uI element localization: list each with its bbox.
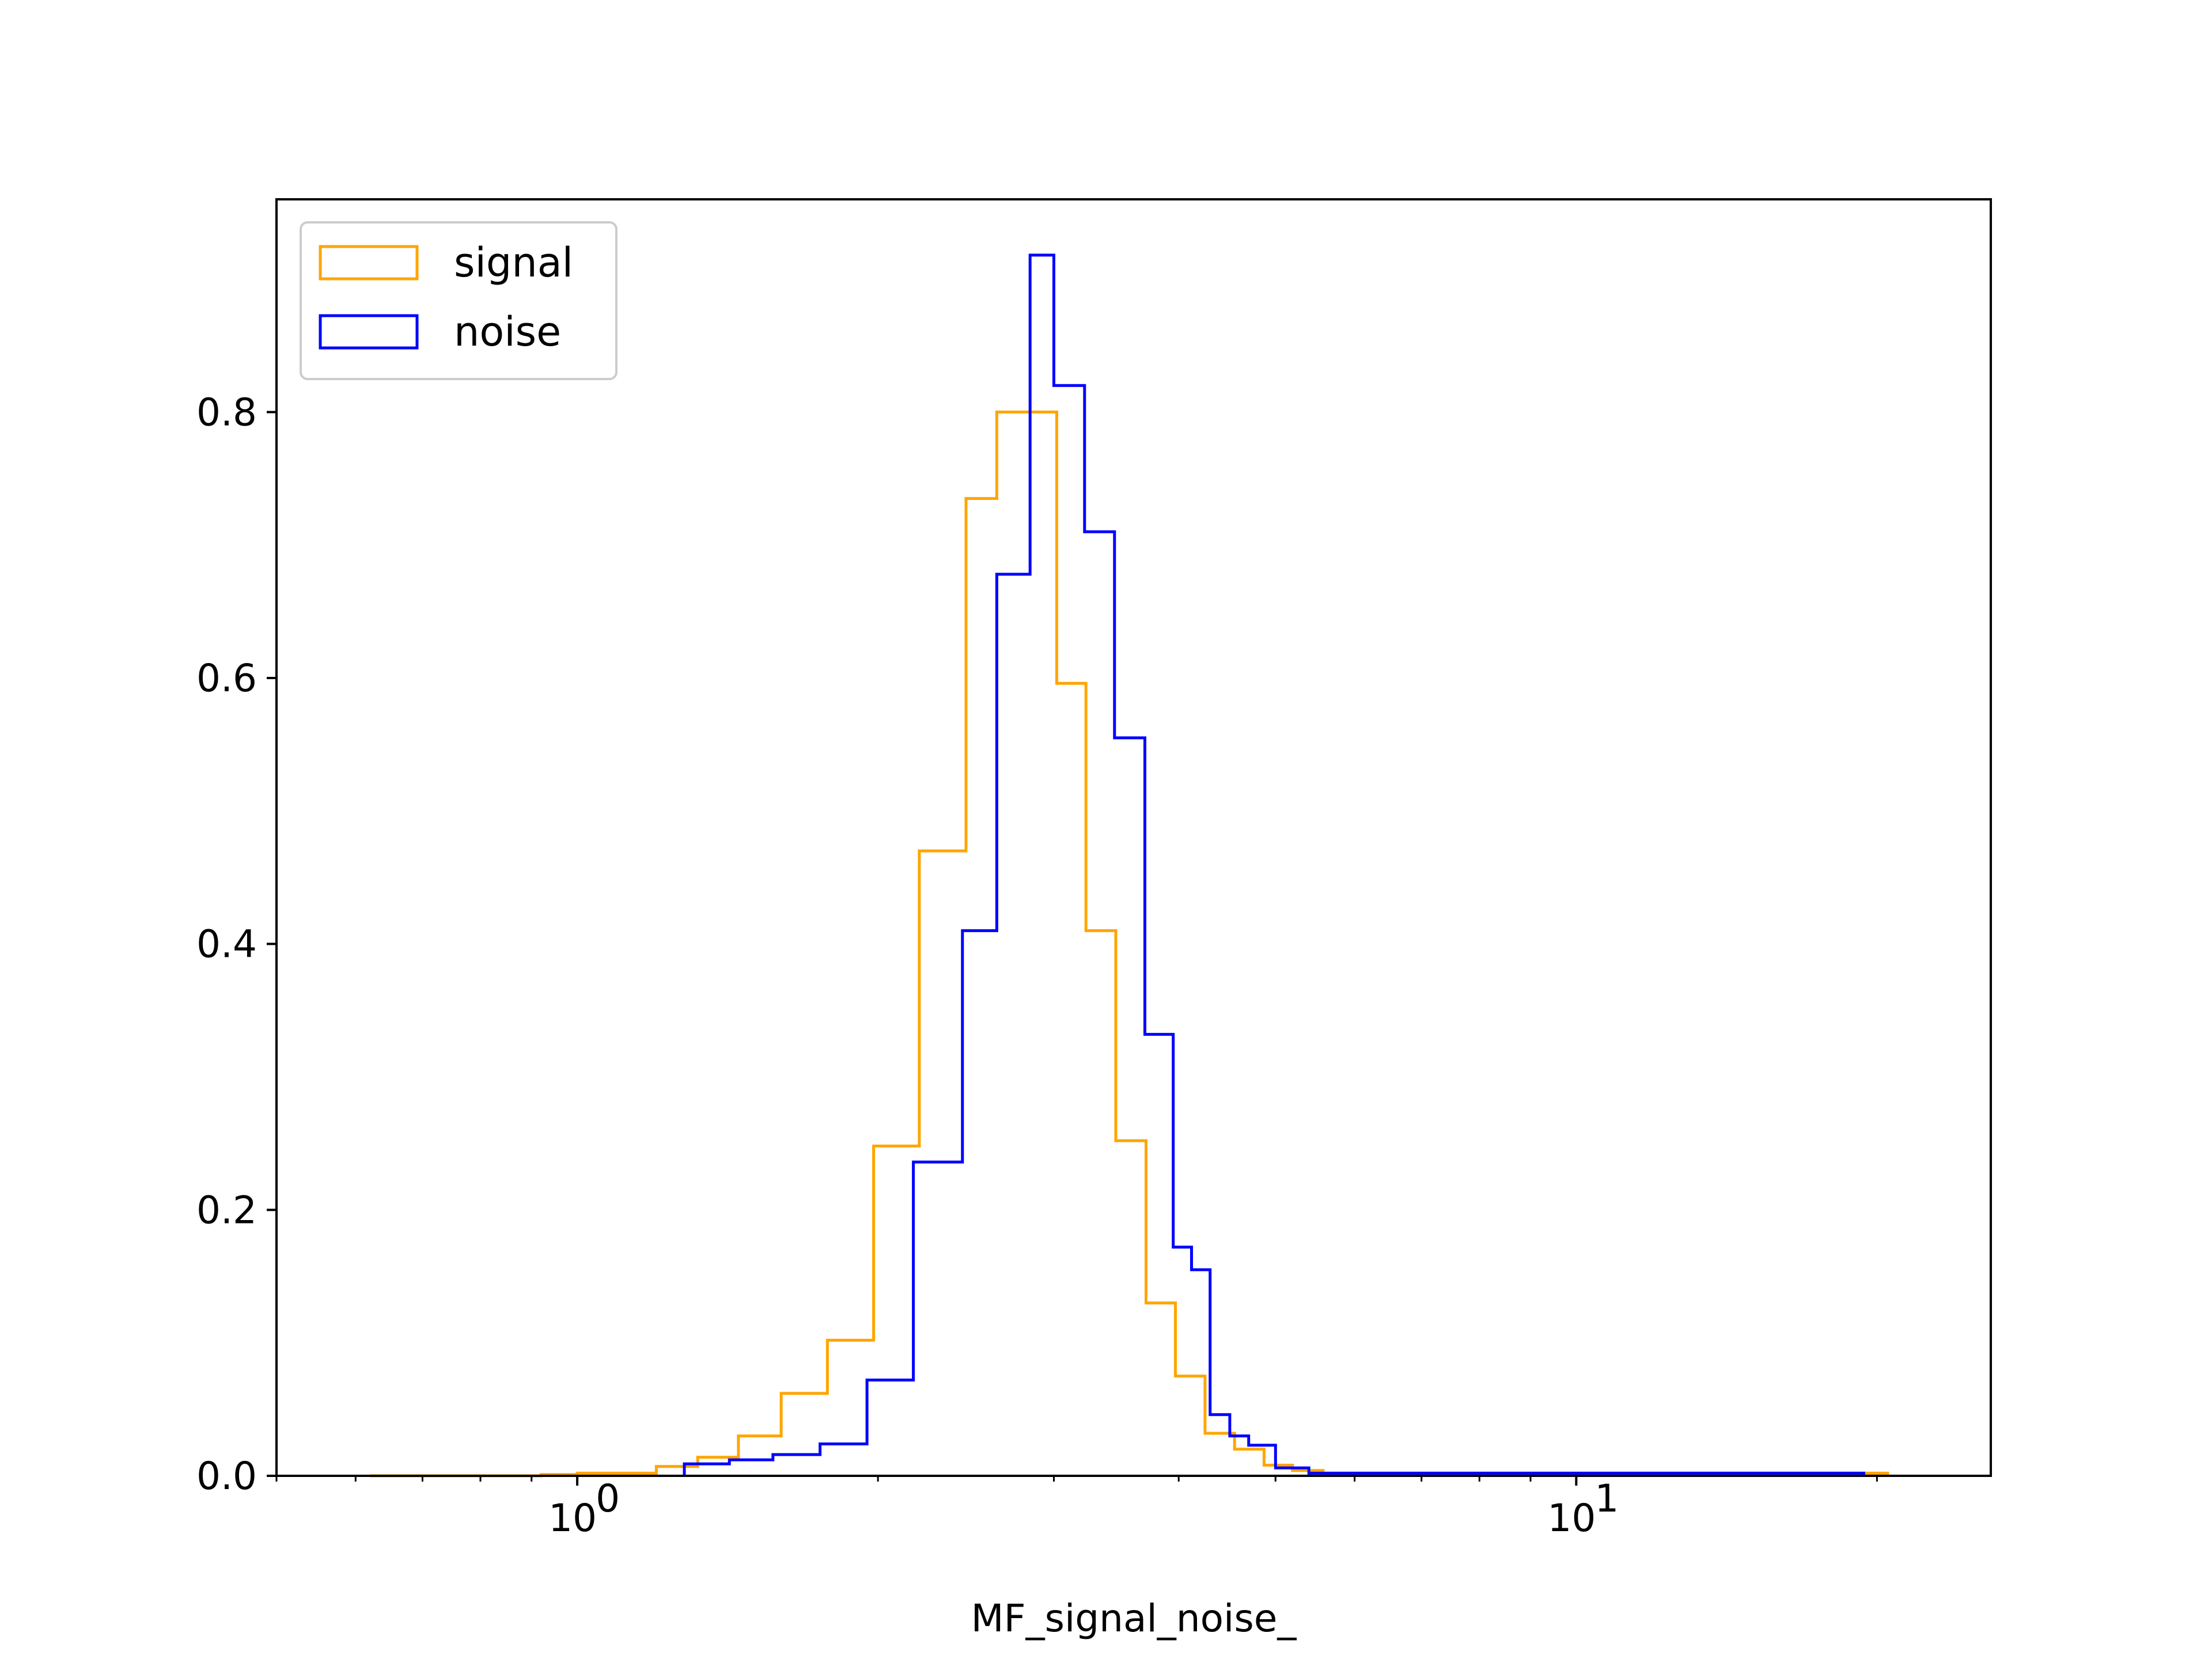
y-tick-label: 0.2	[196, 1188, 257, 1232]
legend-frame	[300, 221, 618, 380]
x-axis-ticks: 100 101	[275, 1476, 1878, 1540]
y-tick-label: 0.6	[196, 656, 257, 700]
x-tick-label: 10	[1547, 1496, 1596, 1540]
histogram-series-noise	[683, 253, 1865, 1476]
axes-frame	[275, 198, 1992, 1477]
plot-area	[370, 253, 1889, 1478]
legend-swatch-signal	[319, 245, 419, 281]
legend-swatch-noise	[319, 314, 419, 350]
x-tick-exponent: 1	[1594, 1476, 1619, 1521]
legend-label-noise: noise	[454, 308, 561, 355]
legend: signal noise	[300, 221, 618, 380]
y-tick-label: 0.4	[196, 922, 257, 967]
y-tick-label: 0.0	[196, 1454, 257, 1498]
x-tick-label: 10	[548, 1496, 597, 1540]
y-tick-label: 0.8	[196, 390, 257, 434]
x-tick-exponent: 0	[596, 1476, 620, 1521]
legend-label-signal: signal	[454, 239, 573, 286]
histogram-series-signal	[370, 410, 1889, 1478]
x-axis-label: MF_signal_noise_	[971, 1596, 1297, 1641]
y-axis-ticks: 0.0 0.2 0.4 0.6 0.8	[196, 390, 276, 1498]
